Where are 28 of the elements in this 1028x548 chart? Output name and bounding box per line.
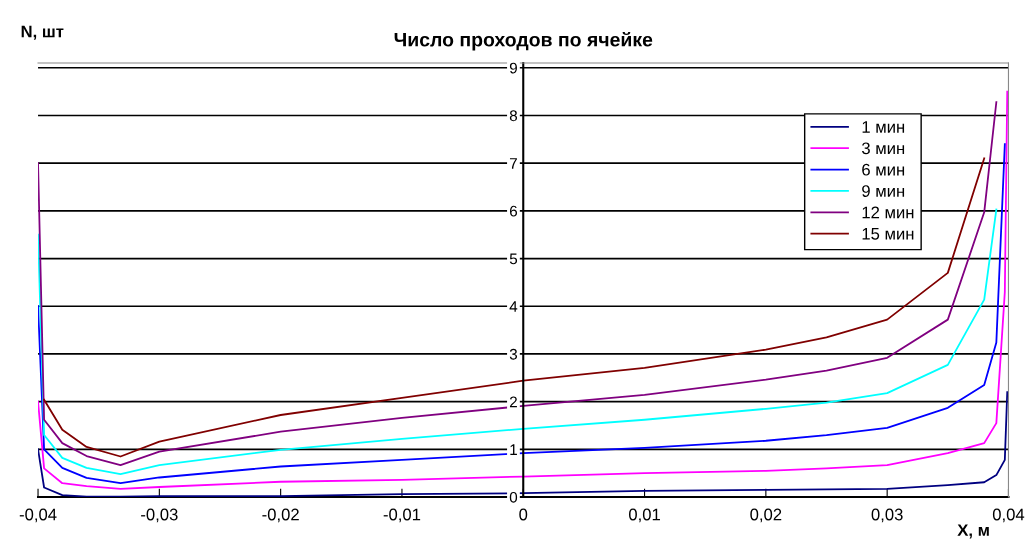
- legend-label: 3 мин: [861, 142, 905, 155]
- y-tick-label: 5: [509, 253, 518, 265]
- x-tick-label: -0,02: [262, 508, 299, 523]
- y-tick-label: 4: [509, 301, 518, 312]
- y-tick-label: 3: [509, 348, 518, 360]
- x-tick-label: 0,04: [992, 508, 1025, 523]
- x-tick-label: -0,03: [141, 508, 178, 523]
- x-tick-label: -0,01: [383, 508, 421, 523]
- legend-label: 12 мин: [862, 206, 914, 219]
- y-tick-label: 0: [509, 491, 518, 503]
- legend-label: 1 мин: [862, 121, 905, 133]
- y-tick-label: 9: [509, 62, 517, 74]
- x-tick-label: 0,03: [871, 508, 903, 523]
- legend-label: 6 мин: [862, 163, 905, 176]
- x-tick-label: -0,04: [19, 508, 57, 523]
- y-tick-label: 8: [509, 110, 518, 122]
- x-tick-label: 0,01: [628, 508, 660, 523]
- y-tick-label: 1: [510, 444, 517, 455]
- x-tick-label: 0: [519, 508, 528, 521]
- y-tick-label: 7: [509, 158, 517, 169]
- y-tick-label: 6: [509, 205, 518, 217]
- chart-title: Число проходов по ячейке: [394, 31, 653, 51]
- legend-label: 15 мин: [862, 228, 914, 240]
- x-tick-label: 0,02: [750, 508, 782, 523]
- legend-label: 9 мин: [862, 185, 905, 197]
- y-tick-label: 2: [509, 396, 517, 408]
- y-axis-title: N, шт: [21, 25, 64, 40]
- x-axis-title: X, м: [957, 524, 989, 539]
